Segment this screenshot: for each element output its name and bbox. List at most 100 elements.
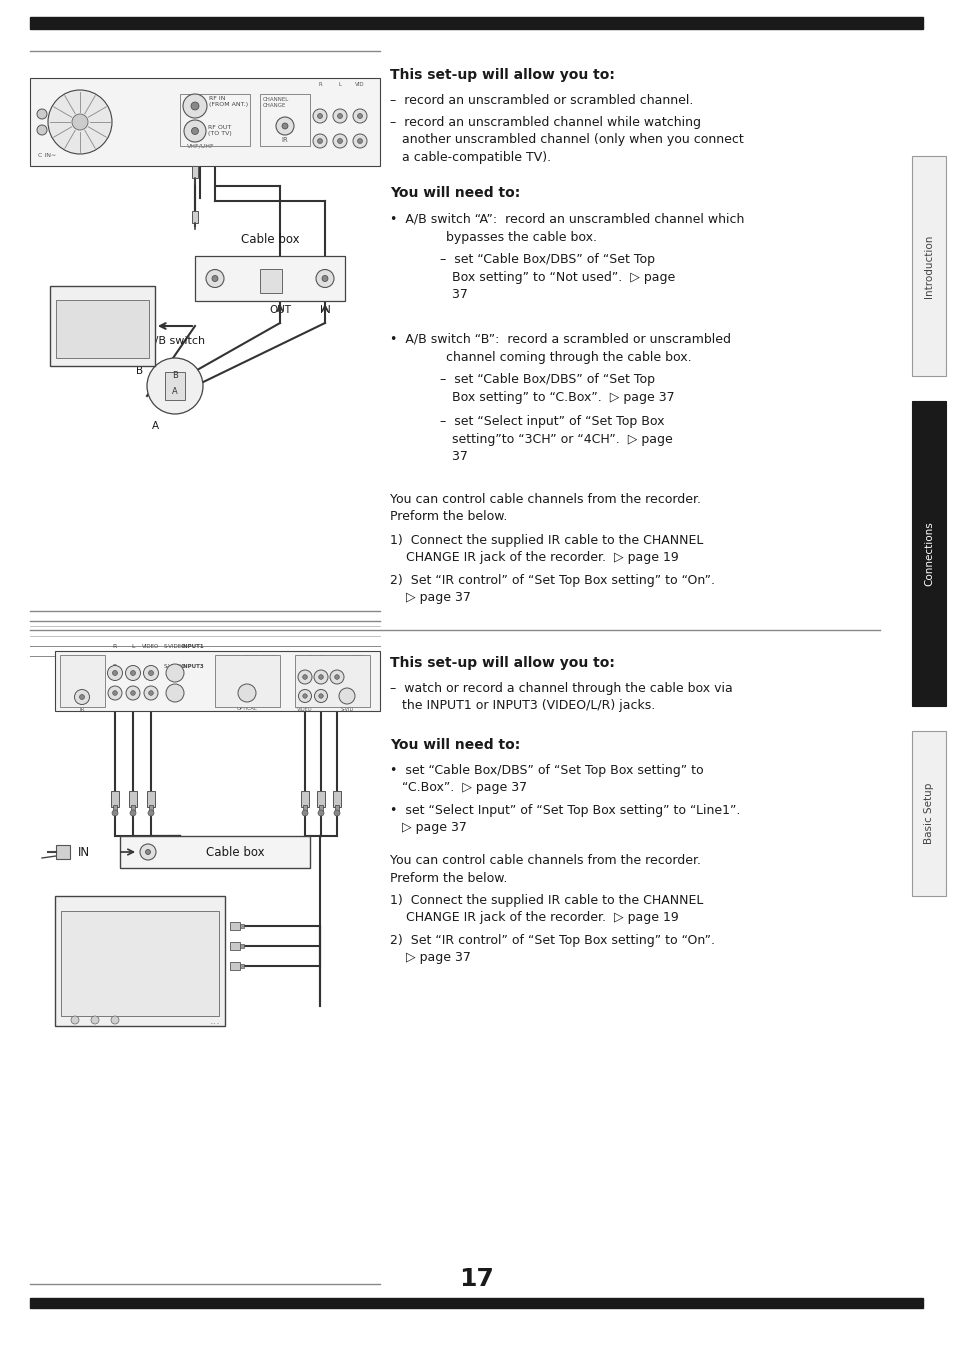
Text: OPTICAL: OPTICAL — [236, 707, 257, 711]
Circle shape — [318, 674, 323, 680]
Text: –  set “Select input” of “Set Top Box
   setting”to “3CH” or “4CH”.  ▷ page
   3: – set “Select input” of “Set Top Box set… — [439, 415, 672, 463]
Circle shape — [166, 664, 184, 682]
Text: You will need to:: You will need to: — [390, 186, 519, 201]
Bar — [30, 17, 923, 30]
Circle shape — [146, 849, 151, 855]
Bar — [333, 791, 340, 808]
Text: R: R — [112, 643, 117, 649]
Circle shape — [298, 689, 312, 703]
Circle shape — [357, 139, 362, 144]
Circle shape — [237, 684, 255, 703]
Bar — [240, 944, 244, 948]
Circle shape — [313, 135, 327, 148]
Circle shape — [191, 102, 199, 110]
Bar — [230, 962, 240, 970]
Text: CHANNEL
CHANGE: CHANNEL CHANGE — [263, 97, 289, 108]
Circle shape — [353, 109, 367, 122]
Text: A/B switch: A/B switch — [147, 336, 205, 346]
Bar — [112, 805, 117, 812]
Bar — [50, 285, 154, 366]
Text: COMP: COMP — [350, 656, 364, 660]
Bar — [111, 791, 119, 808]
Text: VID: VID — [355, 82, 364, 87]
Circle shape — [275, 117, 294, 135]
Circle shape — [126, 665, 140, 681]
Bar — [301, 791, 309, 808]
Text: R: R — [112, 664, 117, 669]
Circle shape — [353, 135, 367, 148]
Text: This set-up will allow you to:: This set-up will allow you to: — [390, 69, 615, 82]
Circle shape — [334, 810, 339, 816]
Circle shape — [148, 810, 153, 816]
Circle shape — [143, 665, 158, 681]
Circle shape — [333, 109, 347, 122]
Circle shape — [112, 690, 117, 696]
Text: VHF/UHF: VHF/UHF — [187, 144, 214, 149]
Text: A: A — [152, 421, 158, 431]
Text: INPUT3: INPUT3 — [181, 664, 204, 669]
Circle shape — [71, 1016, 79, 1024]
Circle shape — [206, 269, 224, 288]
Circle shape — [112, 810, 118, 816]
Bar — [165, 371, 185, 400]
Circle shape — [315, 269, 334, 288]
Circle shape — [192, 128, 198, 135]
Circle shape — [91, 1016, 99, 1024]
Text: IR: IR — [281, 137, 288, 143]
Circle shape — [131, 690, 135, 696]
Circle shape — [337, 113, 342, 118]
Circle shape — [112, 670, 117, 676]
Circle shape — [48, 90, 112, 153]
Circle shape — [71, 114, 88, 131]
Text: Basic Setup: Basic Setup — [923, 783, 933, 844]
Text: IN: IN — [319, 306, 330, 315]
Text: This set-up will allow you to:: This set-up will allow you to: — [390, 656, 615, 670]
Text: –  record an unscrambled channel while watching
   another unscrambled channel (: – record an unscrambled channel while wa… — [390, 116, 743, 164]
Circle shape — [302, 693, 307, 699]
Circle shape — [108, 686, 122, 700]
Text: R: R — [317, 82, 321, 87]
Bar — [149, 805, 152, 812]
Text: •  set “Cable Box/DBS” of “Set Top Box setting” to
   “C.Box”.  ▷ page 37: • set “Cable Box/DBS” of “Set Top Box se… — [390, 765, 703, 794]
Circle shape — [317, 139, 322, 144]
Text: OUT: OUT — [269, 306, 291, 315]
Bar — [180, 94, 250, 145]
Text: DIGITAL AUDIO OUTPUT
STEREO/MPDS: DIGITAL AUDIO OUTPUT STEREO/MPDS — [216, 656, 274, 665]
Circle shape — [37, 125, 47, 135]
Text: •  A/B switch “A”:  record an unscrambled channel which
              bypasses t: • A/B switch “A”: record an unscrambled … — [390, 213, 743, 244]
Circle shape — [337, 139, 342, 144]
Bar — [214, 656, 280, 707]
Circle shape — [318, 693, 323, 699]
Text: –  watch or record a channel through the cable box via
   the INPUT1 or INPUT3 (: – watch or record a channel through the … — [390, 682, 732, 712]
Bar — [56, 300, 149, 358]
Bar — [911, 156, 945, 376]
Text: S-VIDEO: S-VIDEO — [164, 664, 186, 669]
Circle shape — [317, 810, 324, 816]
Bar — [55, 651, 379, 711]
Circle shape — [131, 670, 135, 676]
Text: Cable box: Cable box — [240, 233, 299, 246]
Bar — [120, 836, 310, 868]
Bar — [335, 805, 338, 812]
Bar — [260, 269, 282, 293]
Text: 2)  Set “IR control” of “Set Top Box setting” to “On”.
    ▷ page 37: 2) Set “IR control” of “Set Top Box sett… — [390, 934, 714, 965]
Bar — [30, 1298, 923, 1308]
Circle shape — [335, 674, 339, 680]
Bar — [230, 942, 240, 950]
Bar — [56, 845, 70, 859]
Circle shape — [338, 688, 355, 704]
Text: Y   Pb   Pr: Y Pb Pr — [296, 656, 326, 660]
Circle shape — [302, 810, 308, 816]
Bar — [294, 656, 370, 707]
Circle shape — [322, 276, 328, 281]
Circle shape — [74, 689, 90, 704]
Circle shape — [147, 358, 203, 415]
Text: You can control cable channels from the recorder.
Preform the below.: You can control cable channels from the … — [390, 853, 700, 884]
Circle shape — [183, 94, 207, 118]
Text: IN: IN — [78, 845, 90, 859]
Bar — [30, 78, 379, 166]
Circle shape — [130, 810, 136, 816]
Text: IR: IR — [79, 707, 85, 712]
Bar — [316, 791, 325, 808]
Text: VIDEO: VIDEO — [297, 707, 313, 712]
